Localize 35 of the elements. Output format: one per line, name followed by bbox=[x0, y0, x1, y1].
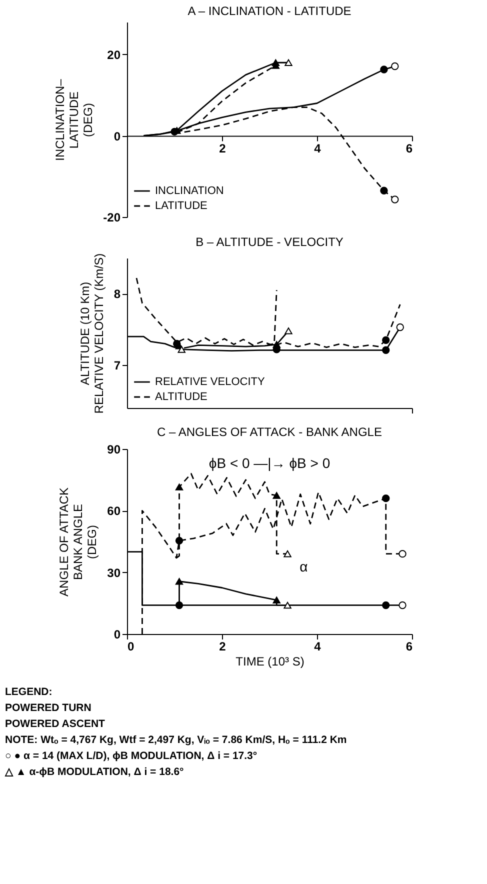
x-tick-label: 6 bbox=[406, 640, 413, 654]
chart-title: C – ANGLES OF ATTACK - BANK ANGLE bbox=[157, 425, 382, 439]
x-axis-title: TIME (10³ S) bbox=[236, 654, 304, 668]
y-tick-label: 30 bbox=[107, 566, 121, 580]
y-tick-label: 60 bbox=[107, 504, 121, 518]
x-tick-label: 2 bbox=[219, 141, 226, 156]
x-tick-label: 2 bbox=[219, 640, 226, 654]
x-tick-label: 0 bbox=[128, 640, 134, 654]
y-axis-title: INCLINATION– LATITUDE (DEG) bbox=[53, 78, 96, 161]
legend-label: INCLINATION bbox=[155, 185, 224, 197]
annotation: α bbox=[300, 558, 308, 574]
chart-title: A – INCLINATION - LATITUDE bbox=[188, 4, 352, 18]
y-tick-label: 8 bbox=[114, 287, 121, 302]
text: ○ ● α = 14 (MAX L/D), ϕB MODULATION, Δ i = 17.3° bbox=[5, 750, 258, 762]
text: POWERED TURN bbox=[5, 702, 92, 714]
y-tick-label: 90 bbox=[107, 442, 121, 456]
legend-label: RELATIVE VELOCITY bbox=[155, 376, 266, 388]
legend-label: LATITUDE bbox=[155, 200, 208, 212]
x-tick-label: 4 bbox=[314, 141, 322, 156]
y-tick-label: -20 bbox=[103, 210, 121, 224]
y-tick-label: 7 bbox=[114, 358, 121, 373]
y-tick-label: 20 bbox=[107, 48, 121, 62]
text: POWERED ASCENT bbox=[5, 718, 106, 730]
x-tick-label: 4 bbox=[314, 640, 322, 654]
text: LEGEND: bbox=[5, 686, 52, 698]
y-axis-title: ANGLE OF ATTACK BANK ANGLE (DEG) bbox=[57, 488, 100, 596]
chart-title: B – ALTITUDE - VELOCITY bbox=[196, 234, 344, 249]
y-tick-label: 0 bbox=[114, 129, 121, 144]
y-axis-title: ALTITUDE (10 Km) RELATIVE VELOCITY (Km/S) bbox=[78, 253, 106, 414]
text: NOTE: Wtₒ = 4,767 Kg, Wtf = 2,497 Kg, Vᵢₒ = 7.86 Km/S, Hₒ = 111.2 Km bbox=[5, 734, 347, 746]
x-tick-label: 6 bbox=[406, 141, 413, 156]
annotation: ϕB < 0 —|→ ϕB > 0 bbox=[208, 454, 330, 471]
y-tick-label: 0 bbox=[114, 628, 121, 642]
legend-label: ALTITUDE bbox=[155, 391, 208, 403]
text: △ ▲ α-ϕB MODULATION, Δ i = 18.6° bbox=[4, 766, 184, 778]
